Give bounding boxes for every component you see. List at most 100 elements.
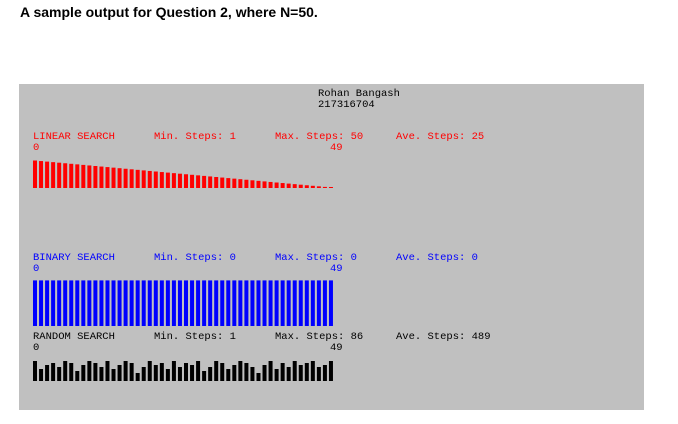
binary-bar-27 bbox=[196, 280, 201, 326]
random-bar-45 bbox=[304, 363, 309, 381]
random-bar-12 bbox=[105, 361, 110, 381]
random-bar-19 bbox=[147, 361, 152, 381]
binary-bar-40 bbox=[274, 280, 279, 326]
random-bar-32 bbox=[226, 369, 231, 381]
random-bar-15 bbox=[123, 361, 128, 381]
binary-bar-35 bbox=[244, 280, 249, 326]
linear-bar-8 bbox=[81, 164, 86, 188]
random-bar-44 bbox=[298, 365, 303, 381]
random-min-steps: Min. Steps: 1 bbox=[154, 331, 236, 343]
random-bar-5 bbox=[63, 361, 68, 381]
random-bar-36 bbox=[250, 367, 255, 381]
binary-bar-43 bbox=[292, 280, 297, 326]
binary-bar-12 bbox=[105, 280, 110, 326]
linear-min-steps: Min. Steps: 1 bbox=[154, 131, 236, 143]
linear-last-index: 49 bbox=[330, 142, 343, 154]
linear-bar-38 bbox=[262, 181, 267, 188]
linear-bar-34 bbox=[238, 179, 243, 188]
binary-bar-23 bbox=[171, 280, 176, 326]
random-bar-31 bbox=[220, 363, 225, 381]
linear-bar-12 bbox=[105, 167, 110, 188]
binary-bar-49 bbox=[328, 280, 333, 326]
linear-bar-36 bbox=[250, 180, 255, 188]
linear-bar-13 bbox=[111, 167, 116, 188]
linear-bar-23 bbox=[171, 173, 176, 188]
linear-bar-27 bbox=[196, 175, 201, 188]
output-canvas: Rohan Bangash 217316704 LINEAR SEARCH Mi… bbox=[19, 84, 644, 410]
binary-bar-0 bbox=[33, 280, 37, 326]
random-bar-17 bbox=[135, 373, 140, 381]
random-bar-13 bbox=[111, 369, 116, 381]
binary-first-index: 0 bbox=[33, 263, 40, 275]
random-bar-7 bbox=[75, 371, 80, 381]
random-bar-18 bbox=[141, 367, 146, 381]
linear-bar-6 bbox=[69, 163, 74, 188]
linear-bar-42 bbox=[286, 183, 291, 188]
linear-bar-49 bbox=[328, 187, 333, 188]
linear-bar-22 bbox=[165, 172, 170, 188]
linear-bar-29 bbox=[208, 176, 213, 188]
binary-bar-8 bbox=[81, 280, 86, 326]
binary-bar-13 bbox=[111, 280, 116, 326]
random-bar-6 bbox=[69, 363, 74, 381]
binary-bar-24 bbox=[177, 280, 182, 326]
linear-bar-15 bbox=[123, 168, 128, 188]
random-bar-28 bbox=[202, 371, 207, 381]
random-bar-23 bbox=[171, 361, 176, 381]
linear-bar-3 bbox=[51, 162, 56, 188]
linear-bar-10 bbox=[93, 166, 98, 188]
binary-min-steps: Min. Steps: 0 bbox=[154, 252, 236, 264]
binary-bar-48 bbox=[322, 280, 327, 326]
linear-bar-14 bbox=[117, 168, 122, 188]
linear-bar-37 bbox=[256, 180, 261, 188]
random-bar-37 bbox=[256, 373, 261, 381]
linear-bar-5 bbox=[63, 163, 68, 188]
random-ave-steps: Ave. Steps: 489 bbox=[396, 331, 491, 343]
binary-bar-22 bbox=[165, 280, 170, 326]
random-bar-48 bbox=[322, 365, 327, 381]
binary-bar-28 bbox=[202, 280, 207, 326]
binary-bar-25 bbox=[184, 280, 188, 326]
linear-bar-17 bbox=[135, 169, 140, 188]
linear-bar-24 bbox=[177, 173, 182, 188]
binary-bar-16 bbox=[129, 280, 134, 326]
linear-bar-48 bbox=[322, 186, 327, 188]
binary-bar-5 bbox=[63, 280, 68, 326]
random-bar-16 bbox=[129, 363, 134, 381]
linear-bar-43 bbox=[292, 184, 297, 188]
random-bar-3 bbox=[51, 363, 56, 381]
binary-bar-9 bbox=[87, 280, 92, 326]
binary-bar-17 bbox=[135, 280, 140, 326]
binary-bar-1 bbox=[39, 280, 44, 326]
binary-bar-37 bbox=[256, 280, 261, 326]
linear-bar-21 bbox=[159, 172, 164, 188]
binary-bar-20 bbox=[153, 280, 158, 326]
binary-bar-29 bbox=[208, 280, 213, 326]
linear-bar-2 bbox=[45, 161, 50, 188]
linear-bar-30 bbox=[214, 177, 219, 188]
random-bar-43 bbox=[292, 361, 297, 381]
random-bar-41 bbox=[280, 363, 285, 381]
binary-bar-2 bbox=[45, 280, 50, 326]
binary-bar-44 bbox=[298, 280, 303, 326]
linear-bar-39 bbox=[268, 181, 273, 188]
binary-bar-32 bbox=[226, 280, 231, 326]
linear-bar-18 bbox=[141, 170, 146, 188]
binary-bar-42 bbox=[286, 280, 291, 326]
binary-bar-11 bbox=[99, 280, 104, 326]
linear-bar-45 bbox=[304, 185, 309, 188]
author-id: 217316704 bbox=[318, 99, 375, 111]
random-bar-47 bbox=[316, 367, 321, 381]
random-bar-10 bbox=[93, 363, 98, 381]
linear-bar-11 bbox=[99, 166, 104, 188]
random-bar-40 bbox=[274, 369, 279, 381]
author-name: Rohan Bangash bbox=[318, 88, 400, 100]
linear-bar-44 bbox=[298, 184, 303, 188]
binary-bar-6 bbox=[69, 280, 74, 326]
linear-max-steps: Max. Steps: 50 bbox=[275, 131, 364, 143]
random-bar-27 bbox=[196, 361, 201, 381]
binary-bar-39 bbox=[268, 280, 273, 326]
binary-bar-21 bbox=[159, 280, 164, 326]
binary-last-index: 49 bbox=[330, 263, 343, 275]
binary-bar-4 bbox=[57, 280, 62, 326]
